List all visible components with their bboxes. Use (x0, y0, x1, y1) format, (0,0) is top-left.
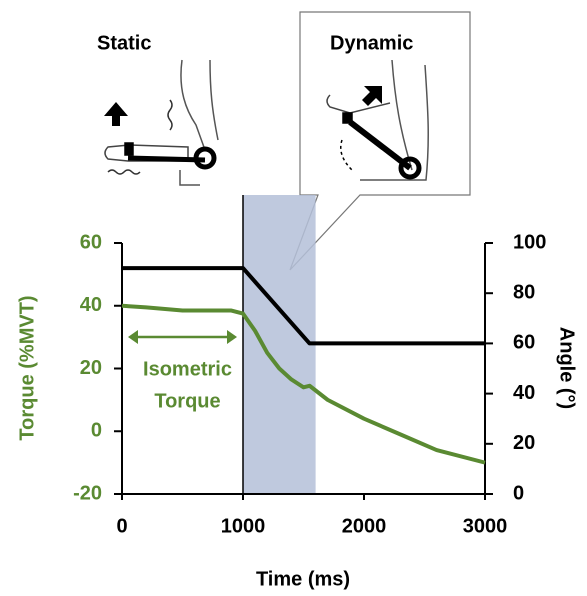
y-tick-label: -20 (73, 482, 102, 504)
annotation: Isometric (143, 358, 232, 380)
series-line (122, 266, 485, 346)
y-axis-label: Torque (%MVT) (16, 295, 38, 440)
x-tick-label: 2000 (342, 515, 387, 537)
y2-axis-label: Angle (°) (556, 327, 578, 409)
highlight-span (243, 195, 316, 494)
panel-label: Static (97, 32, 151, 54)
y2-tick-label: 100 (513, 231, 546, 253)
x-axis-label: Time (ms) (256, 568, 350, 590)
y2-tick-label: 0 (513, 482, 524, 504)
x-tick-label: 3000 (463, 515, 508, 537)
y2-tick-label: 80 (513, 281, 535, 303)
y-tick-label: 60 (80, 231, 102, 253)
dynamic-illustration (326, 59, 429, 181)
y2-tick-label: 20 (513, 432, 535, 454)
static-illustration (104, 59, 219, 186)
y-tick-label: 40 (80, 294, 102, 316)
x-tick-label: 1000 (221, 515, 266, 537)
y-tick-label: 0 (91, 420, 102, 442)
annotation: Torque (154, 390, 220, 412)
x-tick-label: 0 (116, 515, 127, 537)
y2-tick-label: 60 (513, 332, 535, 354)
panel-label: Dynamic (330, 32, 413, 54)
y-tick-label: 20 (80, 357, 102, 379)
series-line (121, 303, 486, 465)
y2-tick-label: 40 (513, 382, 535, 404)
